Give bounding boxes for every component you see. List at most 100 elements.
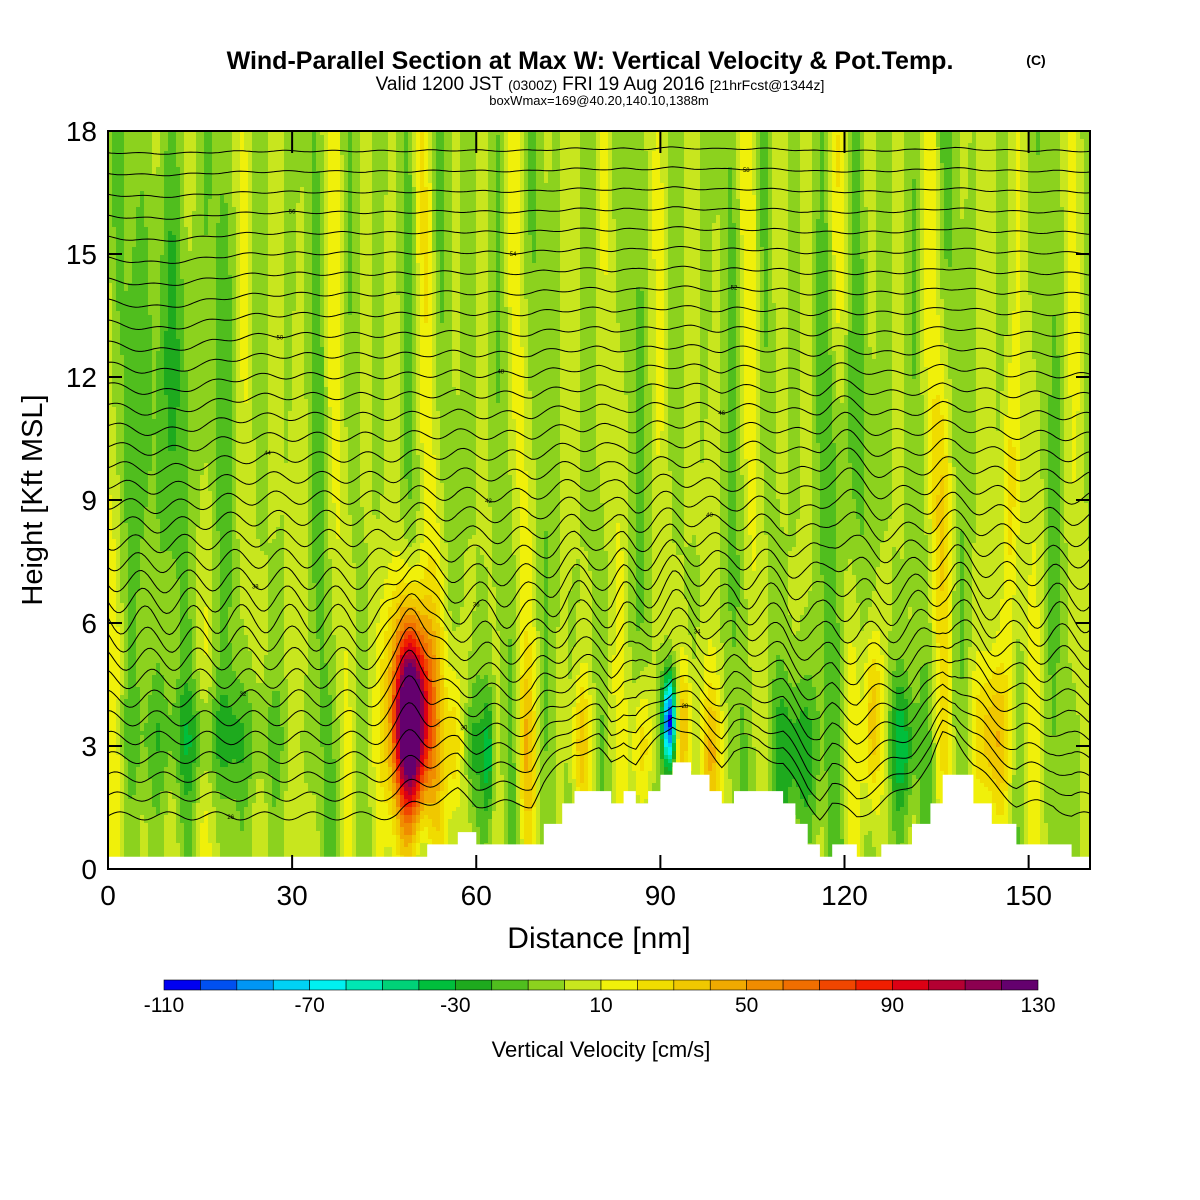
- velocity-cell: [132, 183, 137, 188]
- velocity-cell: [1056, 151, 1061, 156]
- velocity-cell: [860, 147, 865, 152]
- velocity-cell: [548, 147, 553, 152]
- velocity-cell: [216, 211, 221, 216]
- velocity-cell: [652, 203, 657, 208]
- velocity-cell: [652, 191, 657, 196]
- velocity-cell: [828, 199, 833, 204]
- velocity-cell: [336, 147, 341, 152]
- velocity-cell: [440, 163, 445, 168]
- velocity-cell: [416, 147, 421, 152]
- velocity-cell: [428, 143, 433, 148]
- velocity-cell: [696, 199, 701, 204]
- velocity-cell: [484, 155, 489, 160]
- velocity-cell: [748, 199, 753, 204]
- velocity-cell: [1012, 191, 1017, 196]
- velocity-cell: [192, 207, 197, 212]
- velocity-cell: [476, 171, 481, 176]
- velocity-cell: [476, 143, 481, 148]
- velocity-cell: [1068, 159, 1073, 164]
- velocity-cell: [500, 191, 505, 196]
- velocity-cell: [368, 199, 373, 204]
- velocity-cell: [548, 207, 553, 212]
- velocity-cell: [288, 147, 293, 152]
- velocity-cell: [764, 143, 769, 148]
- velocity-cell: [240, 155, 245, 160]
- velocity-cell: [924, 191, 929, 196]
- velocity-cell: [320, 199, 325, 204]
- velocity-cell: [1036, 151, 1041, 156]
- velocity-cell: [328, 135, 333, 140]
- velocity-cell: [528, 175, 533, 180]
- velocity-cell: [180, 159, 185, 164]
- velocity-cell: [196, 167, 201, 172]
- velocity-cell: [1024, 179, 1029, 184]
- velocity-cell: [472, 155, 477, 160]
- velocity-cell: [1060, 139, 1065, 144]
- velocity-cell: [664, 139, 669, 144]
- velocity-cell: [168, 135, 173, 140]
- velocity-cell: [152, 167, 157, 172]
- velocity-cell: [416, 143, 421, 148]
- velocity-cell: [372, 151, 377, 156]
- velocity-cell: [824, 183, 829, 188]
- velocity-cell: [660, 191, 665, 196]
- velocity-cell: [1004, 203, 1009, 208]
- velocity-cell: [720, 159, 725, 164]
- velocity-cell: [556, 171, 561, 176]
- velocity-cell: [440, 179, 445, 184]
- velocity-cell: [936, 159, 941, 164]
- velocity-cell: [536, 143, 541, 148]
- velocity-cell: [124, 139, 129, 144]
- velocity-cell: [832, 163, 837, 168]
- velocity-cell: [792, 135, 797, 140]
- velocity-cell: [872, 175, 877, 180]
- velocity-cell: [112, 167, 117, 172]
- velocity-cell: [184, 175, 189, 180]
- velocity-cell: [856, 187, 861, 192]
- velocity-cell: [876, 135, 881, 140]
- velocity-cell: [1008, 143, 1013, 148]
- velocity-cell: [420, 139, 425, 144]
- velocity-cell: [744, 139, 749, 144]
- velocity-cell: [496, 187, 501, 192]
- velocity-cell: [216, 191, 221, 196]
- velocity-cell: [568, 203, 573, 208]
- velocity-cell: [508, 131, 513, 136]
- velocity-cell: [680, 159, 685, 164]
- velocity-cell: [876, 195, 881, 200]
- velocity-cell: [856, 171, 861, 176]
- velocity-cell: [416, 135, 421, 140]
- velocity-cell: [520, 147, 525, 152]
- velocity-cell: [316, 167, 321, 172]
- velocity-cell: [264, 151, 269, 156]
- velocity-cell: [192, 131, 197, 136]
- velocity-cell: [800, 195, 805, 200]
- velocity-cell: [284, 135, 289, 140]
- velocity-cell: [432, 187, 437, 192]
- velocity-cell: [300, 163, 305, 168]
- velocity-cell: [812, 183, 817, 188]
- velocity-cell: [1060, 147, 1065, 152]
- velocity-cell: [132, 139, 137, 144]
- velocity-cell: [436, 171, 441, 176]
- velocity-cell: [1028, 199, 1033, 204]
- velocity-cell: [696, 203, 701, 208]
- velocity-cell: [836, 159, 841, 164]
- velocity-cell: [580, 143, 585, 148]
- velocity-cell: [1032, 207, 1037, 212]
- velocity-cell: [776, 135, 781, 140]
- velocity-cell: [1016, 155, 1021, 160]
- velocity-cell: [980, 195, 985, 200]
- velocity-cell: [500, 135, 505, 140]
- velocity-cell: [268, 171, 273, 176]
- velocity-cell: [848, 159, 853, 164]
- velocity-cell: [856, 151, 861, 156]
- velocity-cell: [548, 131, 553, 136]
- velocity-cell: [328, 211, 333, 216]
- velocity-cell: [440, 195, 445, 200]
- velocity-cell: [164, 163, 169, 168]
- velocity-cell: [668, 151, 673, 156]
- velocity-cell: [748, 151, 753, 156]
- velocity-cell: [780, 139, 785, 144]
- velocity-cell: [324, 139, 329, 144]
